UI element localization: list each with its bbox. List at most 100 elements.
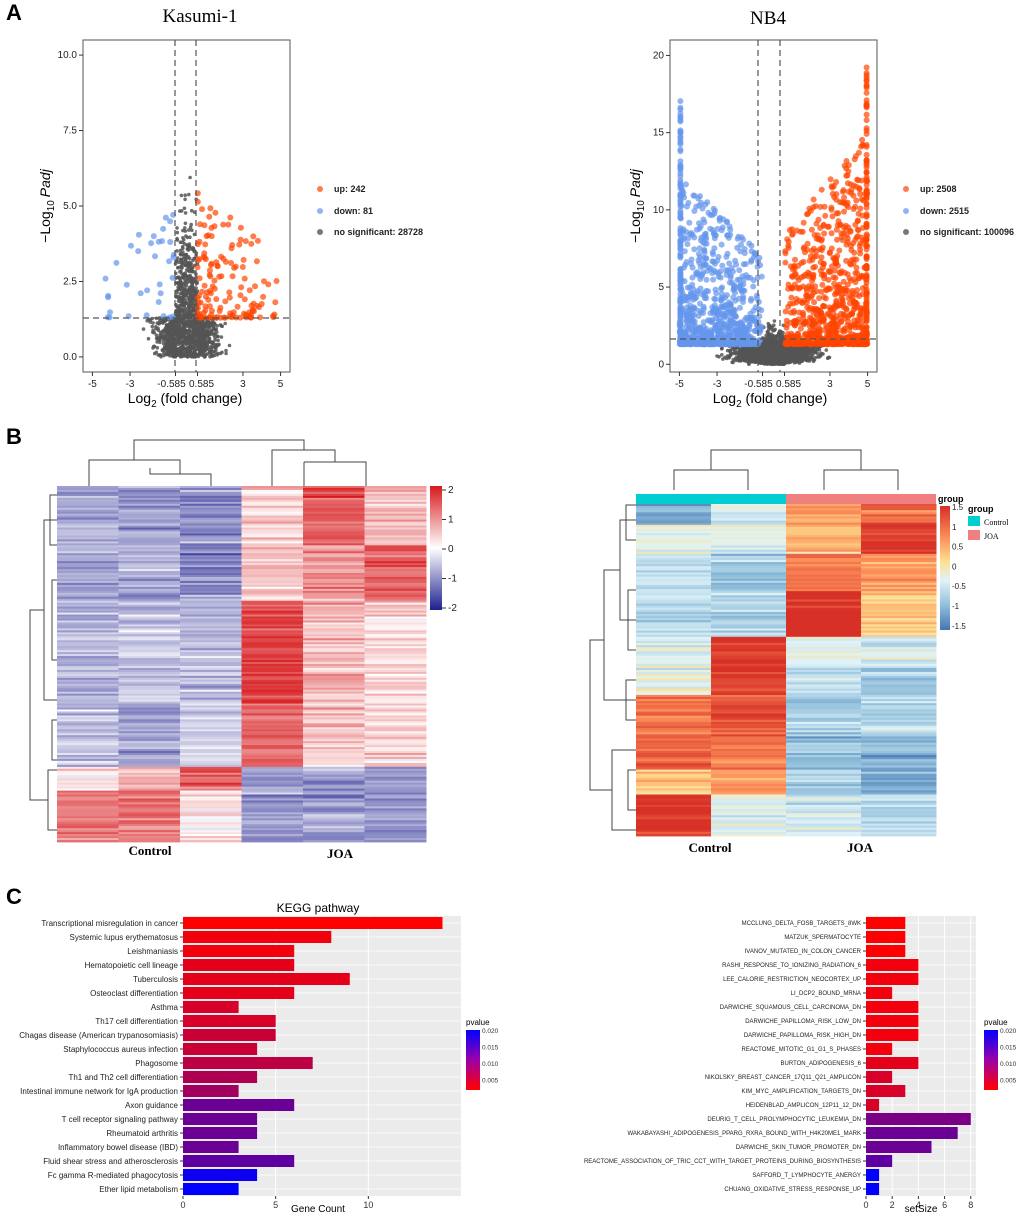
point-up	[801, 297, 808, 304]
point-down	[677, 193, 684, 200]
point-ns	[184, 283, 189, 288]
y-tick-label: 10.0	[58, 50, 78, 61]
y-axis-label-sub: 10	[46, 200, 57, 212]
point-ns	[151, 346, 155, 350]
point-ns	[197, 348, 201, 353]
point-up	[196, 275, 203, 282]
point-down	[724, 218, 730, 225]
point-up	[785, 341, 792, 347]
point-ns	[183, 354, 187, 358]
point-ns	[182, 327, 187, 332]
point-up	[813, 305, 820, 312]
point-ns	[181, 250, 185, 254]
point-up	[829, 263, 835, 270]
point-ns	[209, 321, 213, 326]
point-down	[677, 106, 684, 113]
point-ns	[812, 358, 817, 362]
point-down	[677, 114, 684, 121]
point-ns	[182, 293, 186, 298]
point-ns	[161, 338, 165, 343]
point-ns	[780, 361, 784, 366]
point-up	[254, 237, 261, 244]
point-up	[851, 249, 858, 256]
point-down	[713, 290, 720, 297]
point-up	[863, 307, 870, 314]
point-down	[677, 146, 684, 153]
point-ns	[188, 175, 192, 180]
point-up	[820, 261, 827, 268]
point-down	[148, 240, 155, 247]
point-ns	[772, 351, 777, 356]
point-up	[222, 298, 229, 305]
point-up	[843, 287, 849, 294]
point-ns	[212, 345, 216, 349]
point-ns	[768, 342, 773, 347]
point-ns	[810, 349, 814, 354]
point-ns	[770, 345, 775, 350]
point-up	[836, 247, 843, 254]
point-ns	[759, 349, 763, 353]
point-ns	[161, 328, 166, 333]
x-tick-label: 3	[240, 379, 246, 390]
point-up	[202, 307, 209, 314]
point-ns	[150, 324, 155, 329]
point-up	[822, 212, 829, 219]
point-up	[207, 205, 214, 212]
point-up	[857, 305, 864, 312]
point-ns	[178, 335, 183, 339]
point-ns	[176, 339, 181, 343]
point-ns	[151, 328, 155, 333]
y-tick-label: 5.0	[63, 201, 77, 212]
point-down	[718, 285, 725, 292]
point-up	[242, 238, 249, 245]
point-ns	[766, 334, 771, 339]
point-up	[197, 221, 204, 228]
point-up	[827, 176, 834, 183]
point-up	[800, 283, 807, 290]
point-ns	[146, 336, 151, 341]
point-ns	[730, 360, 734, 365]
point-ns	[227, 343, 232, 348]
point-ns	[187, 337, 191, 341]
point-up	[862, 332, 869, 339]
point-down	[167, 218, 174, 225]
point-up	[807, 253, 814, 260]
point-down	[755, 299, 762, 305]
point-up	[835, 218, 842, 225]
point-ns	[170, 354, 175, 358]
point-up	[205, 296, 212, 303]
point-down	[105, 294, 112, 301]
point-down	[157, 290, 164, 297]
point-up	[808, 226, 815, 233]
point-ns	[799, 356, 803, 360]
point-up	[813, 313, 820, 320]
point-up	[216, 273, 223, 280]
point-down	[677, 250, 684, 257]
point-down	[717, 214, 723, 221]
point-ns	[176, 275, 180, 280]
point-up	[809, 318, 816, 325]
point-down	[718, 241, 725, 248]
point-up	[859, 285, 866, 292]
point-down	[689, 264, 696, 271]
x-axis-ticks: -5 -3 -0.585 0.585 3 5	[88, 372, 284, 390]
point-ns	[175, 226, 179, 230]
point-up	[820, 271, 827, 278]
point-down	[143, 312, 150, 319]
point-down	[707, 265, 714, 272]
point-down	[732, 313, 739, 320]
y-tick-label: 7.5	[63, 126, 77, 137]
point-ns	[180, 240, 185, 245]
point-down	[695, 313, 702, 319]
point-down	[750, 283, 757, 290]
point-up	[241, 275, 248, 282]
point-ns	[179, 283, 184, 288]
point-down	[711, 245, 718, 252]
point-ns	[752, 357, 757, 361]
point-down	[684, 241, 691, 248]
point-ns	[187, 308, 191, 312]
point-up	[795, 277, 802, 283]
point-ns	[191, 332, 196, 336]
point-down	[688, 256, 695, 263]
point-down	[726, 279, 733, 286]
